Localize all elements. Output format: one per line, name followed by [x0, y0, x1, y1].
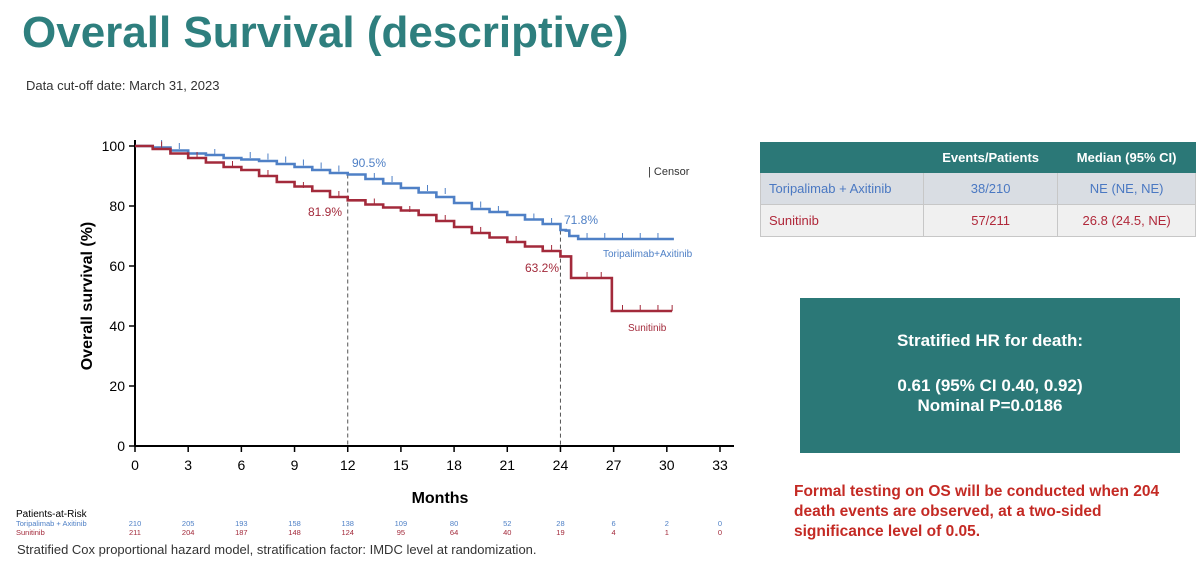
y-tick-label: 20 — [109, 378, 125, 394]
table-row: Sunitinib 57/211 26.8 (24.5, NE) — [760, 204, 1196, 237]
header-median: Median (95% CI) — [1057, 142, 1196, 173]
y-tick-label: 0 — [117, 438, 125, 454]
at-risk-value: 40 — [503, 528, 511, 537]
series-line-sunitinib — [135, 144, 673, 313]
y-tick-label: 80 — [109, 198, 125, 214]
footnote: Stratified Cox proportional hazard model… — [17, 542, 537, 557]
x-tick-label: 6 — [237, 457, 245, 473]
at-risk-title: Patients-at-Risk — [16, 509, 88, 520]
formal-testing-note: Formal testing on OS will be conducted w… — [794, 483, 1160, 540]
header-arm — [760, 142, 924, 173]
x-tick-label: 21 — [499, 457, 515, 473]
results-table: Events/Patients Median (95% CI) Toripali… — [760, 142, 1196, 237]
x-tick-label: 9 — [291, 457, 299, 473]
header-events: Events/Patients — [922, 142, 1059, 173]
milestone-label: 71.8% — [564, 213, 598, 227]
at-risk-value: 0 — [718, 519, 722, 528]
series-end-label: Sunitinib — [628, 323, 667, 334]
at-risk-value: 64 — [450, 528, 458, 537]
at-risk-value: 193 — [235, 519, 248, 528]
at-risk-value: 95 — [397, 528, 405, 537]
at-risk-value: 80 — [450, 519, 458, 528]
at-risk-value: 204 — [182, 528, 195, 537]
at-risk-value: 19 — [556, 528, 564, 537]
x-tick-label: 0 — [131, 457, 139, 473]
series-line-toripalimab-axitinib — [135, 144, 674, 241]
x-tick-label: 24 — [553, 457, 569, 473]
y-tick-label: 60 — [109, 258, 125, 274]
milestone-label: 81.9% — [308, 205, 342, 219]
page-title: Overall Survival (descriptive) — [22, 8, 629, 57]
milestone-label: 63.2% — [525, 261, 559, 275]
hazard-ratio-box: Stratified HR for death: 0.61 (95% CI 0.… — [800, 298, 1180, 453]
at-risk-value: 138 — [341, 519, 354, 528]
milestone-label: 90.5% — [352, 156, 386, 170]
hr-value: 0.61 (95% CI 0.40, 0.92) — [897, 376, 1083, 395]
at-risk-row-label: Toripalimab + Axitinib — [16, 519, 87, 528]
data-cutoff-date: Data cut-off date: March 31, 2023 — [26, 78, 220, 93]
x-tick-label: 15 — [393, 457, 409, 473]
at-risk-value: 211 — [129, 528, 141, 537]
x-axis-label: Months — [412, 490, 469, 507]
events-patients: 38/210 — [922, 172, 1059, 205]
median-ci: NE (NE, NE) — [1057, 172, 1196, 205]
p-value: Nominal P=0.0186 — [917, 396, 1063, 415]
at-risk-value: 205 — [182, 519, 195, 528]
series-end-label: Toripalimab+Axitinib — [603, 249, 693, 260]
at-risk-value: 148 — [288, 528, 301, 537]
at-risk-value: 28 — [556, 519, 564, 528]
x-tick-label: 3 — [184, 457, 192, 473]
hr-heading: Stratified HR for death: — [896, 331, 1084, 350]
x-tick-label: 33 — [712, 457, 728, 473]
at-risk-value: 210 — [129, 519, 142, 528]
at-risk-row-label: Sunitinib — [16, 528, 45, 537]
x-tick-label: 18 — [446, 457, 462, 473]
y-tick-label: 100 — [102, 138, 126, 154]
at-risk-value: 124 — [341, 528, 354, 537]
at-risk-value: 158 — [288, 519, 301, 528]
at-risk-value: 0 — [718, 528, 722, 537]
arm-name: Toripalimab + Axitinib — [760, 172, 924, 205]
censor-legend: | Censor — [648, 166, 690, 178]
at-risk-value: 4 — [612, 528, 616, 537]
x-tick-label: 30 — [659, 457, 675, 473]
at-risk-value: 6 — [612, 519, 616, 528]
y-tick-label: 40 — [109, 318, 125, 334]
events-patients: 57/211 — [922, 204, 1059, 237]
at-risk-value: 109 — [395, 519, 408, 528]
at-risk-value: 52 — [503, 519, 511, 528]
table-row: Toripalimab + Axitinib 38/210 NE (NE, NE… — [760, 172, 1196, 205]
x-tick-label: 27 — [606, 457, 622, 473]
at-risk-value: 1 — [665, 528, 669, 537]
at-risk-value: 187 — [235, 528, 248, 537]
x-tick-label: 12 — [340, 457, 356, 473]
y-axis-label: Overall survival (%) — [79, 222, 96, 371]
at-risk-value: 2 — [665, 519, 669, 528]
median-ci: 26.8 (24.5, NE) — [1057, 204, 1196, 237]
arm-name: Sunitinib — [760, 204, 924, 237]
table-header-row: Events/Patients Median (95% CI) — [760, 142, 1196, 173]
